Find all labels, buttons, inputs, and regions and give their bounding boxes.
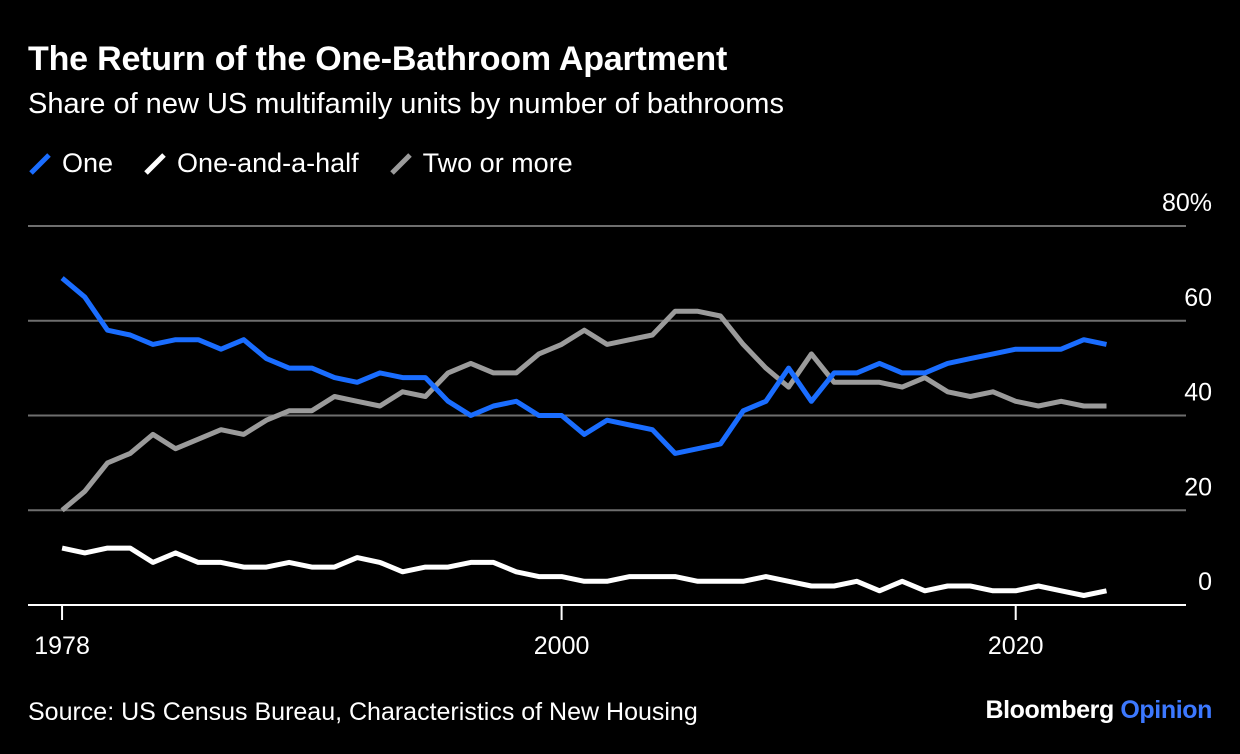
- series-line-one: [60, 276, 1108, 456]
- legend-swatch-one: [29, 152, 51, 175]
- chart-subtitle: Share of new US multifamily units by num…: [28, 88, 784, 120]
- x-tick-label-1978: 1978: [34, 632, 90, 660]
- chart-title: The Return of the One-Bathroom Apartment: [28, 40, 728, 78]
- y-tick-label-60: 60: [1184, 284, 1212, 312]
- x-tick-label-2000: 2000: [534, 632, 590, 660]
- y-tick-label-80: 80%: [1162, 189, 1212, 217]
- legend-item-one-and-a-half: One-and-a-half: [143, 148, 359, 179]
- legend-swatch-line-one-and-a-half: [144, 152, 166, 175]
- brand-accent: Opinion: [1120, 696, 1212, 724]
- y-tick-label-20: 20: [1184, 473, 1212, 501]
- legend-label-one: One: [62, 148, 114, 178]
- legend-label-two-or-more: Two or more: [422, 148, 573, 178]
- brand-logo: Bloomberg Opinion: [985, 696, 1212, 725]
- legend: One One-and-a-half Two or more: [28, 148, 603, 179]
- legend-swatch-two-or-more: [389, 152, 412, 175]
- y-tick-label-0: 0: [1198, 568, 1212, 596]
- series-line-one-and-a-half: [61, 545, 1108, 598]
- source-note: Source: US Census Bureau, Characteristic…: [28, 698, 698, 726]
- x-tick-label-2020: 2020: [988, 632, 1044, 660]
- series-line-two-or-more: [60, 308, 1107, 513]
- y-tick-label-40: 40: [1184, 379, 1212, 407]
- legend-item-one: One: [28, 148, 113, 179]
- legend-label-one-and-a-half: One-and-a-half: [177, 148, 359, 178]
- legend-swatch-line-two-or-more: [389, 152, 412, 175]
- legend-item-two-or-more: Two or more: [389, 148, 573, 179]
- legend-swatch-one-and-a-half: [144, 152, 166, 175]
- legend-swatch-line-one: [29, 152, 51, 175]
- brand-name: Bloomberg: [985, 696, 1114, 724]
